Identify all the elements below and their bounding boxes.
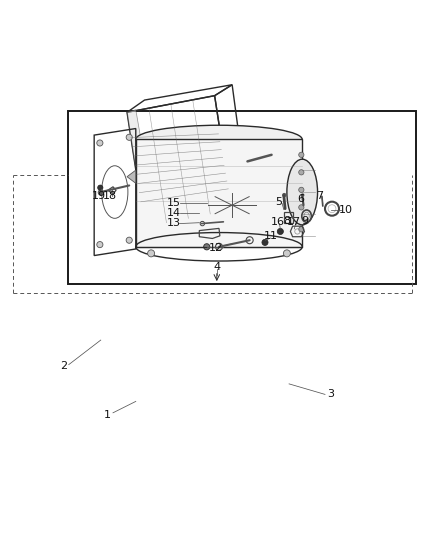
Circle shape	[301, 193, 304, 197]
Circle shape	[299, 227, 304, 232]
Circle shape	[204, 244, 210, 250]
Text: 15: 15	[167, 198, 181, 208]
Circle shape	[126, 237, 132, 243]
Circle shape	[98, 190, 103, 195]
Text: 7: 7	[316, 190, 323, 200]
Text: 11: 11	[264, 231, 278, 241]
Text: 2: 2	[60, 361, 67, 372]
Polygon shape	[127, 110, 155, 227]
Text: 12: 12	[209, 243, 223, 253]
Circle shape	[98, 185, 103, 190]
Circle shape	[262, 239, 268, 246]
Bar	[68, 111, 416, 284]
Text: 13: 13	[167, 217, 181, 228]
Text: 18: 18	[102, 191, 117, 201]
Circle shape	[283, 250, 290, 257]
Polygon shape	[127, 170, 136, 183]
Text: 19: 19	[92, 191, 106, 201]
Circle shape	[299, 152, 304, 157]
Text: 4: 4	[213, 262, 220, 271]
Circle shape	[277, 229, 283, 235]
Text: 16: 16	[271, 217, 285, 227]
Text: 3: 3	[327, 390, 334, 399]
Polygon shape	[136, 140, 302, 247]
Text: 5: 5	[276, 197, 283, 207]
Text: 10: 10	[339, 205, 353, 215]
Circle shape	[244, 157, 251, 164]
Circle shape	[97, 140, 103, 146]
Text: 1: 1	[104, 409, 111, 419]
Circle shape	[299, 205, 304, 210]
Circle shape	[126, 134, 132, 140]
Circle shape	[148, 250, 155, 257]
Text: 6: 6	[297, 193, 304, 204]
Text: 14: 14	[167, 208, 181, 218]
Ellipse shape	[287, 159, 318, 225]
Circle shape	[299, 169, 304, 175]
Circle shape	[282, 193, 286, 197]
Circle shape	[299, 187, 304, 192]
Text: 17: 17	[287, 217, 301, 227]
Text: 8: 8	[283, 215, 290, 225]
Circle shape	[97, 241, 103, 248]
Ellipse shape	[136, 125, 302, 154]
Text: 9: 9	[302, 215, 309, 225]
